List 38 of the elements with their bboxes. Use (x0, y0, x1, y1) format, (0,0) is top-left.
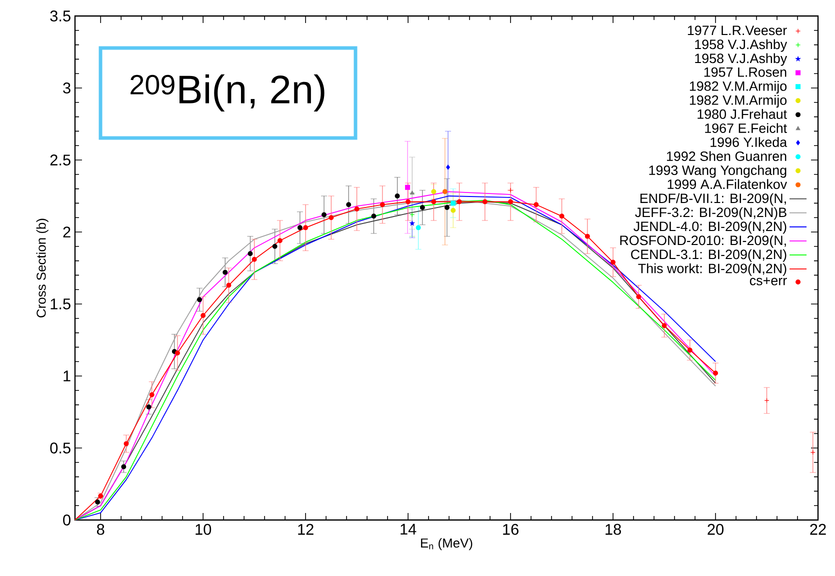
legend-label: 1982 V.M.Armijo (690, 81, 787, 94)
legend-label: 1993 Wang Yongchang (649, 165, 786, 178)
legend-label: 1977 L.R.Veeser (688, 26, 787, 36)
y-tick-label: 2 (63, 226, 70, 238)
x-tick-label: 12 (298, 524, 314, 535)
y-tick-label: 0 (63, 514, 70, 526)
legend-label: JEFF-3.2: BI-209(N,2N)B (635, 207, 786, 220)
legend-label: ROSFOND-2010: BI-209(N, (620, 235, 786, 248)
legend-label: 1982 V.M.Armijo (690, 95, 787, 108)
legend-label: 1996 Y.Ikeda (710, 137, 788, 147)
x-tick-label: 16 (503, 524, 518, 535)
legend-label: 1957 L.Rosen (704, 67, 786, 77)
legend-label: CENDL-3.1: BI-209(N,2N) (631, 249, 786, 262)
x-tick-label: 22 (810, 524, 826, 535)
text: $^{209}$Bi(n, 2n) (130, 74, 324, 112)
legend-label: cs+err (750, 277, 787, 286)
legend-label: 1980 J.Frehaut (698, 109, 787, 119)
x-tick-label: 18 (606, 524, 621, 535)
x-tick-label: 8 (97, 524, 104, 535)
y-tick-label: 3.5 (50, 10, 70, 22)
y-tick-label: 3 (63, 82, 70, 94)
x-axis-title: E$_{n}$ (MeV) (421, 538, 472, 550)
x-tick-label: 10 (196, 524, 212, 535)
legend-label: This workt: BI-209(N,2N) (638, 263, 786, 276)
x-tick-label: 14 (400, 524, 416, 535)
legend-label: 1999 A.A.Filatenkov (668, 179, 788, 190)
y-tick-label: 0.5 (50, 442, 70, 454)
legend-label: ENDF/B-VII.1: BI-209(N, (640, 193, 786, 206)
legend-label: 1958 V.J.Ashby (695, 53, 788, 66)
y-tick-label: 1.5 (50, 298, 70, 310)
y-tick-label: 1 (64, 370, 70, 382)
y-tick-label: 2.5 (50, 154, 70, 166)
legend-label: 1958 V.J.Ashby (695, 39, 788, 52)
x-tick-label: 20 (708, 524, 724, 535)
legend-label: 1967 E.Feicht (705, 123, 787, 133)
legend-label: 1992 Shen Guanren (666, 151, 786, 162)
legend-label: JENDL-4.0: BI-209(N,2N) (634, 221, 786, 234)
y-axis-title: Cross Section (b) (36, 218, 48, 318)
